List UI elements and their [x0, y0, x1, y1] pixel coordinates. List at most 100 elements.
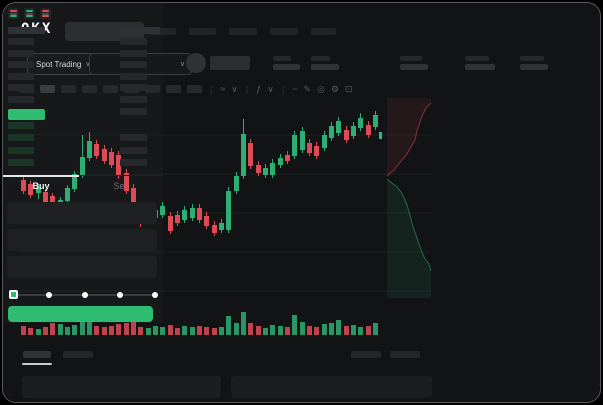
timeframe-button[interactable] — [166, 85, 181, 93]
ask-row-amount[interactable] — [120, 96, 147, 103]
book-both-icon[interactable] — [8, 8, 19, 19]
ticker-stat — [465, 56, 495, 70]
candle — [292, 135, 297, 156]
bid-row-amount[interactable] — [120, 158, 147, 166]
bid-row-amount[interactable] — [120, 146, 147, 154]
line-type-icon[interactable]: ~ — [292, 84, 298, 94]
candle — [373, 115, 378, 127]
volume-bar — [300, 322, 305, 335]
orderbook-header-price[interactable] — [8, 27, 45, 34]
slider-stop[interactable] — [116, 292, 123, 298]
timeframe-button[interactable] — [61, 85, 76, 93]
search-input[interactable] — [65, 22, 144, 41]
timeframe-button[interactable] — [82, 85, 97, 93]
price-field[interactable] — [7, 202, 157, 224]
ask-row-price[interactable] — [8, 61, 34, 69]
volume-bar — [248, 323, 253, 335]
bid-row-price[interactable] — [8, 158, 34, 166]
timeframe-button[interactable] — [145, 85, 160, 93]
ask-row-amount[interactable] — [120, 49, 147, 57]
candle — [329, 126, 334, 138]
bottom-panel[interactable] — [22, 376, 221, 398]
bottom-tab[interactable] — [63, 351, 93, 358]
divider: | — [281, 84, 285, 94]
last-price-badge[interactable] — [8, 109, 45, 120]
depth-ask-line — [386, 102, 432, 177]
ask-row-price[interactable] — [8, 38, 34, 45]
ask-row-price[interactable] — [8, 96, 34, 103]
timeframe-button[interactable] — [187, 85, 202, 93]
bottom-control[interactable] — [390, 351, 420, 358]
bottom-control[interactable] — [351, 351, 381, 358]
chevron-down-icon: ∨ — [179, 61, 185, 68]
stat-value-placeholder — [273, 64, 300, 70]
slider-stop[interactable] — [46, 292, 53, 298]
timeframe-button[interactable] — [40, 85, 55, 93]
book-asks-icon[interactable] — [40, 8, 51, 19]
settings-gear-icon[interactable]: ⚙ — [330, 84, 339, 94]
ask-row-price[interactable] — [8, 49, 34, 57]
bid-row-price[interactable] — [8, 122, 34, 129]
book-bids-icon[interactable] — [24, 8, 35, 19]
ask-row-amount[interactable] — [120, 61, 147, 69]
nav-item[interactable] — [189, 28, 216, 35]
bid-row-price[interactable] — [8, 146, 34, 154]
candle — [256, 165, 261, 173]
camera-icon[interactable]: ◎ — [317, 84, 325, 94]
timeframe-button[interactable] — [103, 85, 118, 93]
buy-button[interactable] — [8, 306, 153, 322]
bid-row-amount[interactable] — [120, 134, 147, 142]
nav-item[interactable] — [270, 28, 298, 35]
slider-stop[interactable] — [152, 292, 158, 298]
draw-icon[interactable]: ✎ — [303, 84, 311, 94]
bottom-panel[interactable] — [231, 376, 432, 398]
wave-icon[interactable]: ≈ — [220, 84, 226, 94]
volume-bar — [351, 325, 356, 335]
candle — [366, 125, 371, 135]
candle — [270, 163, 275, 175]
market-type-label: Spot Trading — [36, 59, 82, 69]
tab-sell[interactable]: Sell — [113, 181, 129, 191]
ask-row-amount[interactable] — [120, 72, 147, 80]
ask-row-price[interactable] — [8, 72, 34, 80]
amount-slider[interactable] — [9, 290, 159, 300]
total-field[interactable] — [7, 256, 157, 278]
bottom-tab[interactable] — [23, 351, 51, 358]
tab-buy[interactable]: Buy — [32, 181, 50, 191]
ask-row-price[interactable] — [8, 84, 34, 92]
candle — [168, 216, 173, 231]
candle — [212, 225, 217, 233]
ask-row-amount[interactable] — [120, 107, 147, 115]
candle — [314, 146, 319, 156]
candle — [351, 126, 356, 136]
nav-item[interactable] — [149, 28, 176, 35]
order-panel: Buy Sell — [3, 3, 163, 323]
ask-row-amount[interactable] — [120, 84, 147, 92]
ask-row-amount[interactable] — [120, 38, 147, 45]
candle — [300, 131, 305, 150]
volume-bar — [72, 325, 77, 335]
chevron-down-icon[interactable]: ∨ — [267, 84, 274, 94]
volume-bar — [43, 327, 48, 335]
volume-bar — [21, 326, 26, 335]
bottom-tabs — [23, 351, 93, 358]
chevron-down-icon[interactable]: ∨ — [231, 84, 238, 94]
bid-row-price[interactable] — [8, 134, 34, 142]
volume-bar — [175, 328, 180, 335]
volume-bar — [146, 328, 151, 335]
bottom-active-tab-underline — [22, 363, 52, 365]
slider-handle[interactable] — [9, 290, 18, 299]
slider-stop[interactable] — [81, 292, 88, 298]
price-marker — [379, 132, 382, 139]
nav-item[interactable] — [229, 28, 257, 35]
candle — [190, 208, 195, 218]
fullscreen-icon[interactable]: ⊡ — [344, 84, 353, 94]
orderbook-header-amount[interactable] — [120, 27, 160, 34]
nav-item[interactable] — [311, 28, 336, 35]
candle — [278, 158, 283, 165]
indicator-icon[interactable]: ƒ — [256, 84, 262, 94]
amount-field[interactable] — [7, 229, 157, 251]
candle — [358, 118, 363, 128]
pair-name-placeholder — [210, 56, 250, 70]
